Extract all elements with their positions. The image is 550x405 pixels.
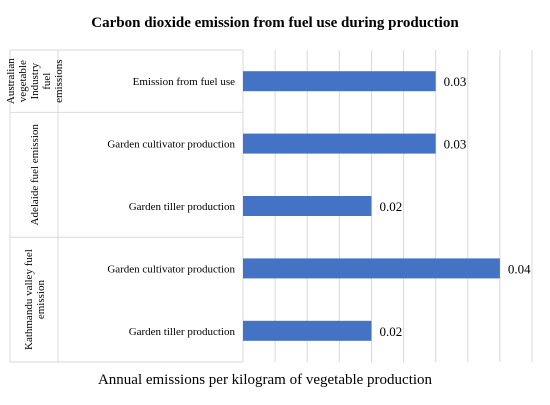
bars-layer <box>243 71 500 341</box>
group-label: AustralianvegetableIndustryfuelemissions <box>5 58 65 104</box>
separator-layer <box>9 49 243 363</box>
group-label-line: vegetable <box>17 60 29 102</box>
bar <box>243 258 500 279</box>
group-label-line: Australian <box>5 58 17 104</box>
bar <box>243 196 372 216</box>
data-label: 0.02 <box>379 324 402 339</box>
category-label: Garden cultivator production <box>107 139 235 151</box>
labels-layer: AustralianvegetableIndustryfuelemissions… <box>5 58 531 350</box>
chart-title: Carbon dioxide emission from fuel use du… <box>91 15 459 31</box>
category-label: Emission from fuel use <box>133 76 235 88</box>
bar <box>243 320 372 341</box>
bar <box>243 133 436 154</box>
data-label: 0.02 <box>379 199 402 214</box>
group-label-line: emission <box>35 280 47 320</box>
x-axis-label: Annual emissions per kilogram of vegetab… <box>98 372 433 388</box>
category-label: Garden tiller production <box>129 201 236 213</box>
data-label: 0.03 <box>444 137 467 152</box>
group-label-line: Adelaide fuel emission <box>29 124 41 226</box>
data-label: 0.04 <box>508 261 531 276</box>
data-label: 0.03 <box>444 74 467 89</box>
category-label: Garden tiller production <box>129 326 236 338</box>
group-label-line: Kathmandu valley fuel <box>23 249 35 350</box>
group-label: Adelaide fuel emission <box>29 124 41 226</box>
group-label-line: Industry <box>29 62 41 99</box>
group-label: Kathmandu valley fuelemission <box>23 249 47 350</box>
bar <box>243 71 436 92</box>
category-label: Garden cultivator production <box>107 263 235 275</box>
group-label-line: fuel <box>41 73 53 90</box>
group-label-line: emissions <box>53 59 65 102</box>
